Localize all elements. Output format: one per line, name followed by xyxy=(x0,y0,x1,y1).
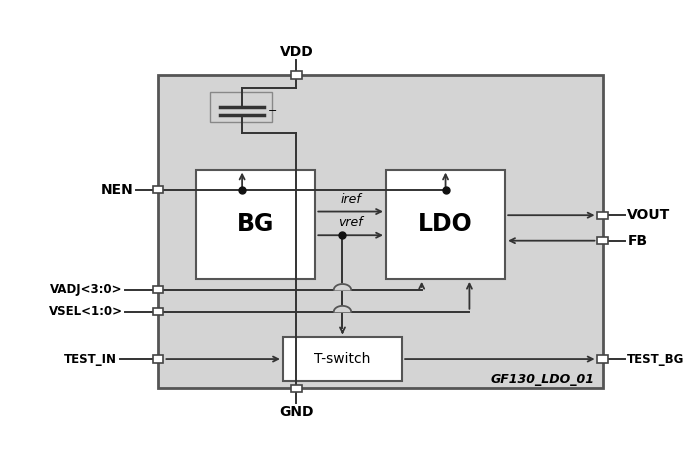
Bar xyxy=(291,71,302,79)
Text: vref: vref xyxy=(338,216,363,229)
Text: LDO: LDO xyxy=(418,212,473,236)
Text: TEST_BG: TEST_BG xyxy=(627,352,685,366)
Bar xyxy=(291,385,302,392)
Text: VSEL<1:0>: VSEL<1:0> xyxy=(49,305,122,318)
Text: T-switch: T-switch xyxy=(314,352,371,366)
Text: GF130_LDO_01: GF130_LDO_01 xyxy=(491,373,595,385)
Bar xyxy=(196,170,315,279)
Bar xyxy=(598,355,608,363)
Text: NEN: NEN xyxy=(101,183,134,197)
Text: iref: iref xyxy=(340,193,361,206)
Text: −: − xyxy=(268,106,277,116)
Bar xyxy=(598,237,608,245)
Text: BG: BG xyxy=(237,212,274,236)
Bar xyxy=(283,337,402,381)
Bar xyxy=(153,286,164,293)
Bar xyxy=(158,75,603,388)
Polygon shape xyxy=(334,306,351,312)
Text: GND: GND xyxy=(279,405,314,419)
Text: FB: FB xyxy=(627,234,648,248)
Text: TEST_IN: TEST_IN xyxy=(64,352,118,366)
Bar xyxy=(209,92,272,122)
Text: VOUT: VOUT xyxy=(627,208,671,222)
Text: VDD: VDD xyxy=(279,44,313,59)
Bar xyxy=(386,170,505,279)
Text: VADJ<3:0>: VADJ<3:0> xyxy=(50,283,122,297)
Bar xyxy=(153,186,164,193)
Bar xyxy=(598,211,608,219)
Polygon shape xyxy=(334,284,351,290)
Bar xyxy=(153,355,164,363)
Bar xyxy=(153,308,164,315)
